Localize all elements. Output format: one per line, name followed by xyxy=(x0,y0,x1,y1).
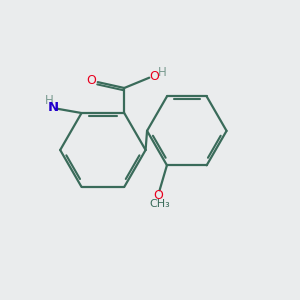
Text: O: O xyxy=(150,70,160,83)
Text: O: O xyxy=(86,74,96,87)
Text: N: N xyxy=(48,100,59,114)
Text: H: H xyxy=(45,94,53,107)
Text: CH₃: CH₃ xyxy=(150,200,170,209)
Text: H: H xyxy=(158,66,167,79)
Text: O: O xyxy=(154,189,164,202)
